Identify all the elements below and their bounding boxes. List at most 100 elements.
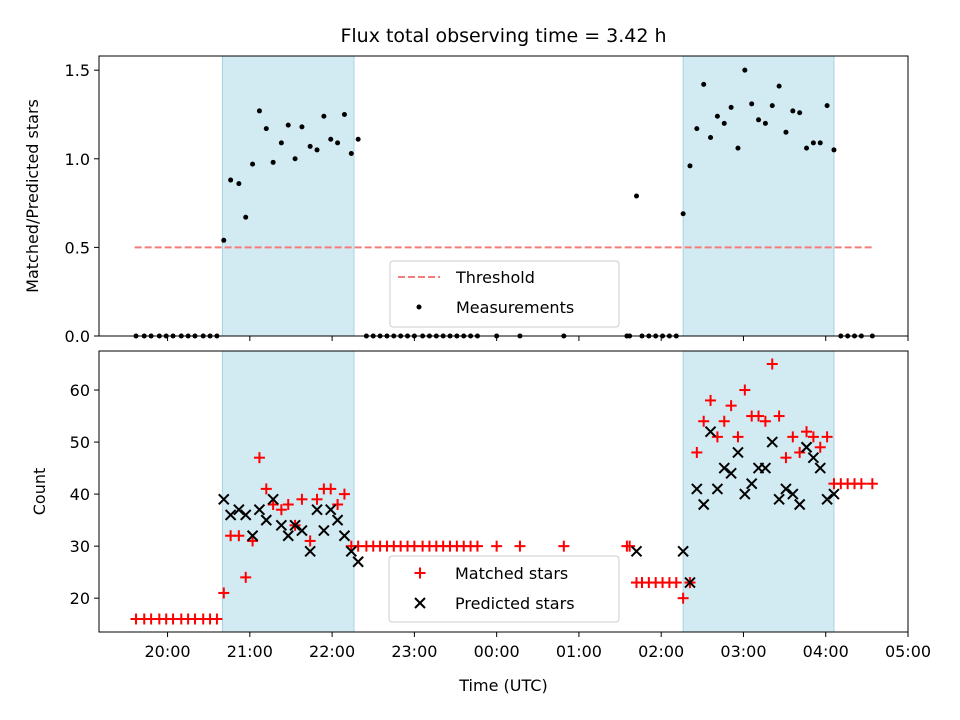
predicted-star-point <box>739 488 751 500</box>
bottom-legend: Matched stars Predicted stars <box>388 555 620 623</box>
bottom-x-axis: 20:00 21:00 22:00 23:00 00:00 01:00 02:00 03:00… <box>145 632 931 661</box>
matched-star-point <box>766 358 778 370</box>
y-tick-label: 40 <box>70 485 90 504</box>
bottom-axes-frame <box>98 350 909 633</box>
measurement-point <box>348 150 354 156</box>
measurement-point <box>243 214 249 220</box>
matched-star-point <box>698 415 710 427</box>
predicted-star-point <box>745 477 758 490</box>
matched-star-point <box>267 499 279 511</box>
measurement-point <box>236 181 242 187</box>
predicted-star-point <box>766 436 778 448</box>
measurement-point <box>708 135 714 141</box>
predicted-star-point <box>828 488 840 500</box>
predicted-star-point <box>311 504 323 516</box>
matched-star-point <box>718 415 730 427</box>
predicted-star-point <box>691 483 703 495</box>
matched-star-point <box>801 426 813 438</box>
measurement-point <box>728 104 734 110</box>
matched-star-point <box>240 571 252 583</box>
top-x-ticks <box>167 336 909 341</box>
matched-star-point <box>211 613 223 625</box>
matched-star-point <box>338 488 350 500</box>
y-tick-label: 20 <box>70 589 90 608</box>
top-legend: Threshold Measurements <box>389 260 620 328</box>
x-axis-label: Time (UTC) <box>458 676 547 695</box>
bottom-shaded-regions <box>221 350 835 633</box>
predicted-star-point <box>711 483 724 495</box>
predicted-star-point <box>732 446 744 459</box>
matched-star-point <box>514 540 526 552</box>
x-tick-label: 02:00 <box>638 642 684 661</box>
matched-star-point <box>471 540 483 552</box>
legend-predicted-swatch <box>414 597 426 609</box>
predicted-star-point <box>240 509 252 521</box>
matched-star-point <box>218 587 230 599</box>
legend-plus-marker <box>414 567 426 579</box>
measurement-point <box>783 129 789 135</box>
measurement-point <box>769 103 775 109</box>
bottom-panel: 20 30 40 50 60 20:00 21:00 22:00 23:00 00:00 01:0… <box>30 350 931 695</box>
y-tick-label: 1.5 <box>65 61 90 80</box>
y-tick-label: 0.5 <box>65 238 90 257</box>
measurement-point <box>714 113 720 119</box>
matched-star-point <box>253 452 265 464</box>
matched-star-point <box>821 431 833 443</box>
predicted-star-point <box>718 462 730 474</box>
predicted-star-point <box>304 545 316 558</box>
matched-star-point <box>296 493 308 505</box>
matched-star-point <box>624 540 636 552</box>
measurement-point <box>314 147 320 153</box>
x-tick-label: 23:00 <box>391 642 437 661</box>
measurement-point <box>756 117 762 123</box>
count-points <box>130 358 878 625</box>
matched-star-point <box>558 540 570 552</box>
predicted-star-point <box>218 493 230 506</box>
x-tick-label: 05:00 <box>885 642 931 661</box>
measurement-point <box>762 120 768 126</box>
predicted-star-point <box>814 462 826 474</box>
predicted-star-point <box>253 504 266 516</box>
top-axes-frame <box>98 55 909 337</box>
predicted-star-point <box>759 462 772 474</box>
matched-star-point <box>670 577 682 589</box>
shaded-region <box>221 350 355 633</box>
legend-x-marker <box>414 597 426 609</box>
measurement-point <box>221 237 227 243</box>
predicted-star-point <box>780 483 792 495</box>
measurement-point <box>749 101 755 107</box>
legend-measurements-label: Measurements <box>456 298 574 317</box>
predicted-star-point <box>282 530 294 542</box>
bottom-y-axis: 20 30 40 50 60 <box>70 381 99 608</box>
x-tick-label: 21:00 <box>227 642 273 661</box>
matched-star-point <box>787 431 799 443</box>
shaded-region <box>682 55 835 337</box>
legend-predicted-label: Predicted stars <box>455 594 575 613</box>
measurement-point <box>687 163 693 169</box>
matched-star-point <box>491 540 503 552</box>
matched-star-point <box>275 504 287 516</box>
x-tick-label: 00:00 <box>474 642 520 661</box>
measurement-point <box>285 122 291 128</box>
shaded-region <box>682 350 835 633</box>
matched-star-point <box>753 410 765 422</box>
matched-star-point <box>866 478 878 490</box>
matched-star-point <box>304 535 316 547</box>
predicted-star-point <box>267 493 279 506</box>
predicted-star-point <box>821 493 833 506</box>
x-tick-label: 20:00 <box>145 642 191 661</box>
predicted-star-point <box>224 509 237 521</box>
matched-star-point <box>325 483 337 495</box>
predicted-star-point <box>352 556 364 568</box>
predicted-star-point <box>800 441 813 453</box>
predicted-star-point <box>318 524 330 537</box>
bottom-y-axis-label: Count <box>30 468 49 516</box>
predicted-star-point <box>325 504 337 516</box>
measurement-point <box>824 103 830 109</box>
measurement-point <box>263 126 269 132</box>
measurement-point <box>721 120 727 126</box>
measurement-point <box>341 111 347 117</box>
matched-star-point <box>794 446 806 458</box>
x-tick-label: 03:00 <box>720 642 766 661</box>
shaded-region <box>221 55 355 337</box>
